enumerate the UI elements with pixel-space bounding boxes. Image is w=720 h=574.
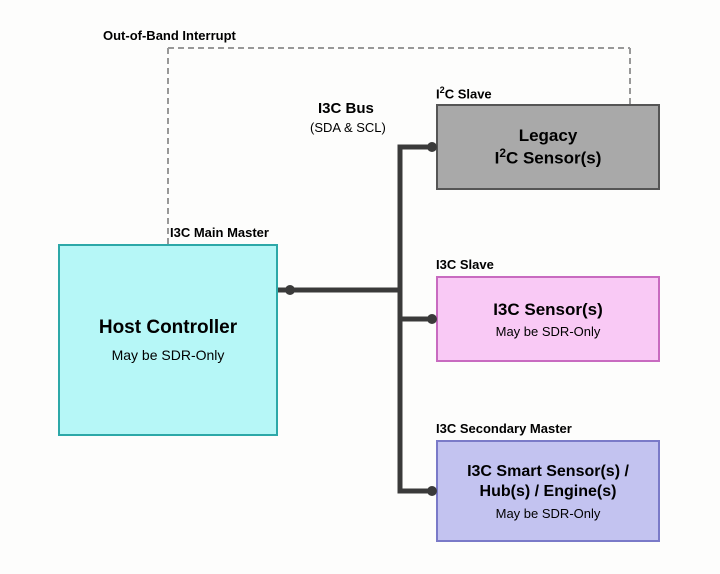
bus-sublabel: (SDA & SCL) bbox=[310, 120, 386, 135]
smart-box: I3C Smart Sensor(s) /Hub(s) / Engine(s) … bbox=[436, 440, 660, 542]
smart-sub: May be SDR-Only bbox=[496, 506, 601, 521]
host-box: Host Controller May be SDR-Only bbox=[58, 244, 278, 436]
interrupt-label: Out-of-Band Interrupt bbox=[103, 28, 236, 43]
bus-label: I3C Bus bbox=[318, 100, 374, 117]
i3c-sensor-label: I3C Slave bbox=[436, 257, 494, 272]
legacy-label: I2C Slave bbox=[436, 85, 492, 101]
smart-title: I3C Smart Sensor(s) /Hub(s) / Engine(s) bbox=[467, 462, 629, 502]
interrupt-label-text: Out-of-Band Interrupt bbox=[103, 28, 236, 43]
host-title: Host Controller bbox=[99, 317, 237, 339]
bus-label-text: I3C Bus bbox=[318, 100, 374, 117]
legacy-box: LegacyI2C Sensor(s) bbox=[436, 104, 660, 190]
smart-label-text: I3C Secondary Master bbox=[436, 421, 572, 436]
i3c-sensor-label-text: I3C Slave bbox=[436, 257, 494, 272]
legacy-title: LegacyI2C Sensor(s) bbox=[495, 125, 602, 169]
smart-label: I3C Secondary Master bbox=[436, 421, 572, 436]
bus-sublabel-text: (SDA & SCL) bbox=[310, 120, 386, 135]
i3c-sensor-box: I3C Sensor(s) May be SDR-Only bbox=[436, 276, 660, 362]
host-label: I3C Main Master bbox=[170, 225, 269, 240]
i3c-sensor-sub: May be SDR-Only bbox=[496, 324, 601, 339]
host-sub: May be SDR-Only bbox=[112, 347, 225, 363]
i3c-sensor-title: I3C Sensor(s) bbox=[493, 300, 603, 320]
host-label-text: I3C Main Master bbox=[170, 225, 269, 240]
